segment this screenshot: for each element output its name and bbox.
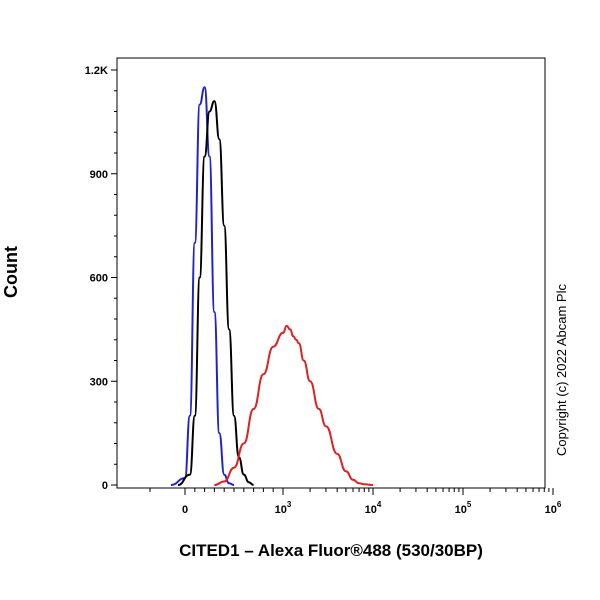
histogram-series-line-3 [214,324,374,486]
x-tick-label: 106 [545,500,562,516]
histogram-series-line-1 [170,86,235,486]
x-tick-exponent: 5 [467,500,472,509]
x-tick-label: 0 [182,504,188,516]
y-tick-label: 600 [90,273,108,285]
histogram-series-line-2 [177,100,254,486]
x-tick-label: 104 [365,500,382,516]
x-tick-label: 103 [275,500,292,516]
y-tick-label: 0 [102,480,108,492]
y-axis-label: Count [1,246,21,298]
series-layer [170,86,374,486]
x-tick-label: 105 [455,500,472,516]
y-tick-label: 300 [90,376,108,388]
plot-frame [116,57,546,489]
x-axis: 0 103 104 105 106 [149,488,562,516]
copyright-notice: Copyright (c) 2022 Abcam Plc [554,284,569,456]
y-tick-label: 1.2K [85,65,108,77]
x-tick-exponent: 4 [377,500,382,509]
y-axis: 0 300 600 900 1.2K [85,65,117,492]
y-tick-label: 900 [90,169,108,181]
x-tick-exponent: 3 [287,500,292,509]
x-tick-exponent: 6 [557,500,562,509]
x-axis-label: CITED1 – Alexa Fluor®488 (530/30BP) [179,541,483,560]
